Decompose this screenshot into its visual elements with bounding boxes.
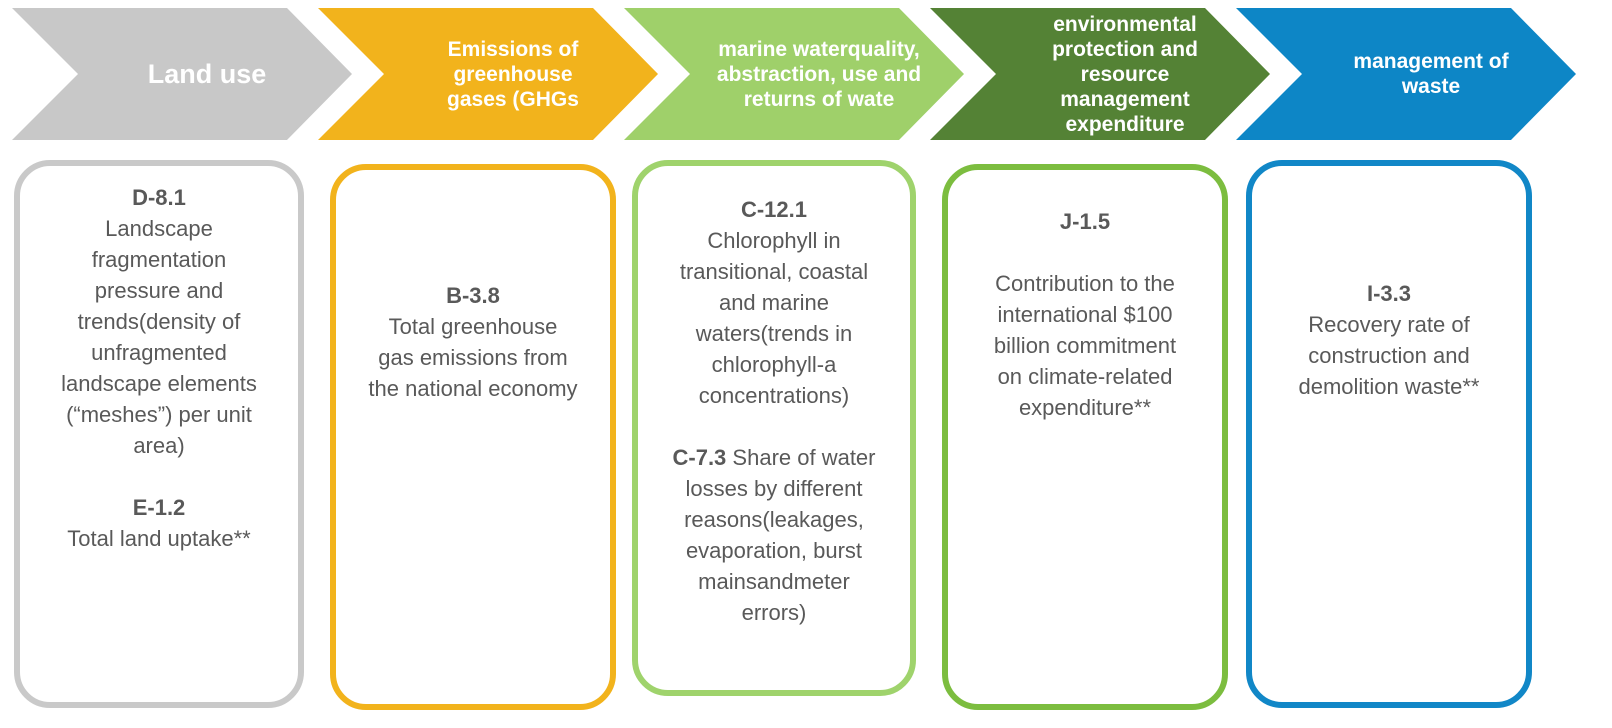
box: I-3.3 Recovery rate of construction and d…	[1246, 160, 1532, 708]
text: Landscape fragmentation pressure and tre…	[61, 216, 257, 458]
item: C-7.3 Share of water losses by different…	[672, 442, 877, 628]
chevron: management of waste	[1236, 8, 1576, 140]
code: D-8.1	[132, 185, 186, 210]
box: D-8.1 Landscape fragmentation pressure an…	[14, 160, 304, 708]
item: J-1.5 Contribution to the international $…	[990, 206, 1180, 423]
item: D-8.1 Landscape fragmentation pressure an…	[59, 182, 259, 461]
item: E-1.2 Total land uptake**	[59, 492, 259, 554]
text: Contribution to the international $100 b…	[993, 271, 1177, 420]
item: B-3.8 Total greenhouse gas emissions from…	[368, 280, 578, 404]
code: B-3.8	[446, 283, 500, 308]
text: Total greenhouse gas emissions from the …	[368, 314, 578, 401]
header: management of waste	[1353, 50, 1509, 98]
header: marine waterquality, abstraction, use an…	[716, 37, 922, 111]
chevron: Land use	[12, 8, 352, 140]
item: I-3.3 Recovery rate of construction and d…	[1289, 278, 1489, 402]
text: Recovery rate of construction and demoli…	[1298, 312, 1480, 399]
header: Emissions of greenhouse gases (GHGs	[447, 37, 579, 111]
box: C-12.1 Chlorophyll in transitional, coast…	[632, 160, 916, 696]
code: I-3.3	[1366, 281, 1412, 306]
header: Land use	[147, 58, 267, 89]
header: environmental protection and resource ma…	[1052, 12, 1198, 136]
text: Share of water losses by different reaso…	[684, 445, 876, 625]
box: B-3.8 Total greenhouse gas emissions from…	[330, 164, 616, 710]
chevron: Emissions of greenhouse gases (GHGs	[318, 8, 658, 140]
chevron: environmental protection and resource ma…	[930, 8, 1270, 140]
code: C-12.1	[740, 197, 808, 222]
code: E-1.2	[132, 495, 186, 520]
text: Total land uptake**	[67, 526, 251, 551]
item: C-12.1 Chlorophyll in transitional, coast…	[672, 194, 877, 411]
code: J-1.5	[1059, 209, 1111, 234]
text: Chlorophyll in transitional, coastal and…	[679, 228, 869, 408]
box: J-1.5 Contribution to the international $…	[942, 164, 1228, 710]
code: C-7.3	[672, 445, 727, 470]
chevron: marine waterquality, abstraction, use an…	[624, 8, 964, 140]
